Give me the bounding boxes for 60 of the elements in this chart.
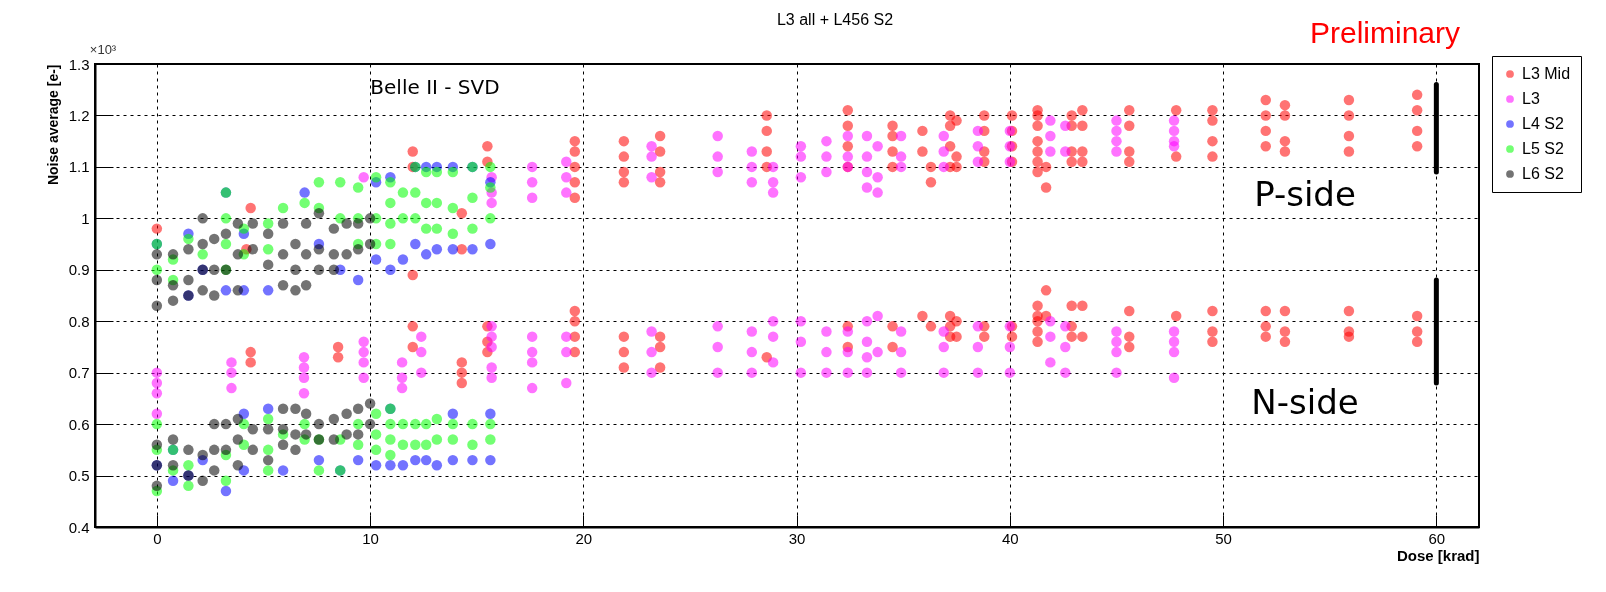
point: [370, 460, 382, 471]
point: [370, 254, 382, 265]
x-tick-label: 50: [1215, 529, 1232, 547]
legend-label: L3 Mid: [1522, 65, 1571, 82]
point: [220, 285, 232, 296]
y-tick-label: 0.8: [68, 312, 90, 330]
y-tick-label: 0.7: [68, 364, 90, 382]
chart-title: L3 all + L456 S2: [776, 11, 894, 28]
y-tick-label: 1.1: [68, 158, 90, 176]
legend-label: L3: [1522, 90, 1540, 107]
point: [485, 238, 496, 250]
point: [220, 485, 232, 497]
point: [447, 243, 459, 255]
legend-label: L6 S2: [1522, 165, 1564, 182]
point: [352, 274, 364, 286]
point: [262, 285, 274, 296]
legend-label: L5 S2: [1522, 140, 1564, 157]
y-tick-label: 1: [81, 209, 90, 227]
point: [277, 465, 289, 476]
y-tick-label: 1.2: [68, 106, 90, 124]
y-tick-label: 1.3: [68, 55, 90, 73]
y-tick-label: 0.9: [68, 261, 90, 279]
y-tick-label: 0.5: [68, 467, 90, 485]
point: [447, 408, 459, 420]
annotation: N-side: [1251, 382, 1359, 422]
point: [385, 264, 396, 276]
point: [385, 460, 396, 471]
y-axis-title: Noise average [e-]: [44, 64, 61, 186]
point: [352, 454, 364, 466]
point: [299, 187, 310, 198]
point: [420, 454, 432, 466]
x-tick-label: 60: [1428, 529, 1446, 547]
annotation: P-side: [1254, 174, 1356, 214]
annotation: Belle II - SVD: [370, 75, 500, 99]
x-tick-label: 40: [1002, 529, 1019, 547]
point: [431, 243, 443, 255]
x-axis-title: Dose [krad]: [1396, 546, 1480, 564]
point: [262, 403, 274, 414]
point: [467, 243, 478, 255]
point: [485, 408, 496, 420]
text: ×10³: [89, 42, 117, 57]
point: [167, 475, 179, 486]
point: [467, 454, 478, 466]
y-tick-label: 0.4: [68, 518, 90, 536]
point: [397, 460, 409, 471]
point: [485, 454, 496, 466]
y-tick-label: 0.6: [68, 415, 90, 433]
x-tick-label: 10: [362, 529, 379, 547]
text: Preliminary: [1309, 16, 1461, 49]
point: [420, 249, 432, 260]
x-tick-label: 0: [153, 529, 162, 547]
point: [410, 238, 421, 250]
point: [397, 254, 409, 265]
x-tick-label: 20: [575, 529, 593, 547]
point: [447, 454, 459, 466]
point: [313, 454, 325, 466]
legend-label: L4 S2: [1522, 115, 1564, 132]
point: [410, 454, 421, 466]
x-tick-label: 30: [788, 529, 806, 547]
point: [431, 460, 443, 471]
